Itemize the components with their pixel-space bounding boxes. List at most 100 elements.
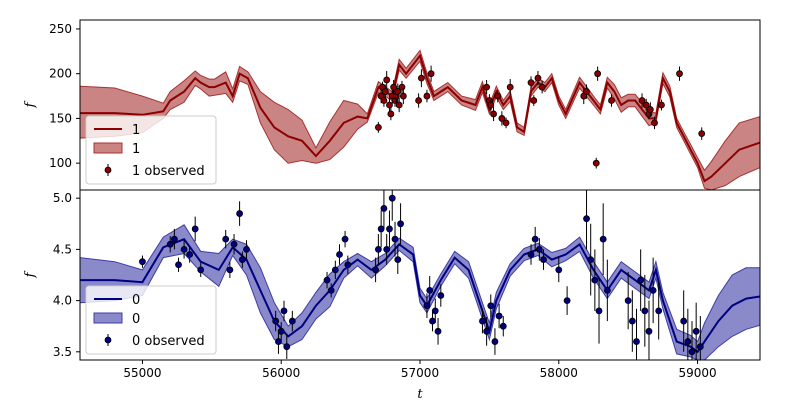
y-tick-label: 250 [49, 22, 72, 36]
observed-point [380, 97, 388, 104]
observed-point [417, 74, 425, 82]
observed-point [642, 101, 650, 109]
observed-point [437, 292, 445, 299]
x-tick-label: 56000 [262, 366, 300, 380]
observed-point [431, 307, 439, 315]
legend-box [85, 285, 217, 355]
observed-point [483, 83, 491, 91]
legend-label: 1 observed [132, 164, 205, 179]
observed-point [487, 101, 495, 109]
observed-point [139, 258, 146, 266]
x-tick-label: 59000 [678, 366, 716, 380]
observed-point [415, 97, 423, 104]
x-tick-label: 58000 [540, 366, 578, 380]
y-tick-label: 3.5 [53, 345, 72, 359]
observed-point [534, 74, 542, 82]
y-tick-label: 150 [49, 111, 72, 125]
observed-point [180, 245, 188, 253]
observed-point [527, 79, 535, 87]
observed-point [426, 286, 434, 294]
observed-point [423, 302, 431, 310]
observed-point [495, 312, 503, 320]
observed-point [603, 286, 611, 294]
observed-point [502, 119, 510, 127]
top-panel: 100 150 200 250 f 1 1 1 observed [23, 19, 761, 191]
y-tick-label: 5.0 [53, 191, 72, 205]
observed-point [243, 245, 250, 253]
observed-point [391, 235, 399, 243]
observed-point [531, 235, 539, 243]
observed-point [494, 92, 502, 100]
observed-point [563, 297, 571, 305]
observed-point [498, 115, 506, 122]
legend-label: 1 [132, 142, 140, 157]
observed-point [595, 307, 603, 315]
observed-point [386, 101, 393, 109]
observed-point [166, 240, 174, 248]
observed-point [336, 251, 343, 258]
observed-point [283, 343, 291, 351]
observed-point [688, 348, 696, 356]
observed-point [487, 302, 495, 310]
observed-point [429, 317, 436, 325]
y-tick-label: 4.5 [53, 242, 72, 256]
legend-band-swatch [93, 312, 123, 324]
plot-area-bottom [80, 190, 760, 360]
observed-point [692, 327, 700, 335]
observed-point [344, 261, 352, 269]
y-tick-label: 100 [49, 156, 72, 170]
observed-point [491, 338, 499, 345]
observed-point [591, 276, 599, 284]
observed-point [191, 225, 199, 233]
observed-point [599, 235, 607, 243]
observed-point [374, 123, 382, 131]
observed-point [377, 225, 385, 233]
observed-point [386, 225, 393, 233]
observed-point [527, 251, 535, 258]
plot-area-top [80, 49, 760, 190]
observed-point [226, 266, 234, 274]
observed-point [398, 83, 406, 91]
observed-point [277, 327, 285, 335]
observed-point [388, 194, 396, 202]
observed-point [395, 101, 403, 109]
observed-point [594, 70, 602, 78]
legend-bottom: 0 0 0 observed [85, 285, 217, 355]
legend-label: 0 [132, 312, 140, 327]
y-axis-label: f [23, 270, 38, 278]
observed-point [323, 276, 331, 284]
observed-point [238, 256, 246, 264]
observed-point [275, 338, 282, 345]
x-tick-label: 55000 [123, 366, 161, 380]
observed-point [506, 83, 514, 91]
observed-point [583, 88, 590, 95]
observed-point [383, 76, 391, 84]
observed-point [680, 317, 688, 325]
observed-point [628, 317, 636, 325]
legend-band-swatch [93, 142, 123, 154]
observed-point [394, 256, 402, 264]
observed-point [535, 245, 543, 253]
observed-point [399, 92, 407, 100]
observed-point [587, 256, 595, 264]
observed-point [655, 307, 663, 315]
legend-box [85, 115, 217, 185]
observed-point [331, 266, 339, 274]
observed-point [230, 240, 238, 248]
observed-point [387, 110, 395, 118]
observed-point [390, 83, 398, 91]
observed-point [280, 307, 288, 315]
observed-point [499, 322, 507, 330]
legend-top: 1 1 1 observed [85, 115, 217, 185]
observed-point [394, 88, 402, 95]
observed-point [540, 256, 547, 264]
observed-point [222, 235, 230, 243]
observed-point [288, 317, 296, 325]
mean-line-bottom [80, 237, 760, 354]
observed-point [624, 297, 632, 305]
observed-point [397, 220, 404, 228]
observed-point [676, 70, 683, 78]
legend-label: 1 [132, 123, 140, 138]
observed-point [479, 317, 486, 325]
